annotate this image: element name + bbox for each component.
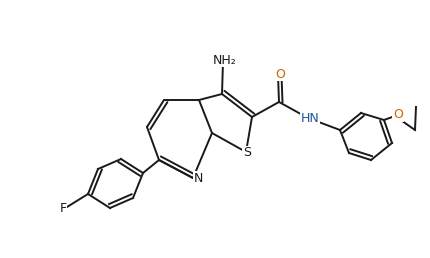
- Text: NH₂: NH₂: [213, 53, 237, 67]
- Text: HN: HN: [301, 112, 319, 125]
- Text: S: S: [243, 147, 251, 159]
- Text: O: O: [275, 68, 285, 80]
- Text: F: F: [59, 201, 67, 214]
- Text: N: N: [194, 172, 203, 184]
- Text: O: O: [393, 109, 403, 122]
